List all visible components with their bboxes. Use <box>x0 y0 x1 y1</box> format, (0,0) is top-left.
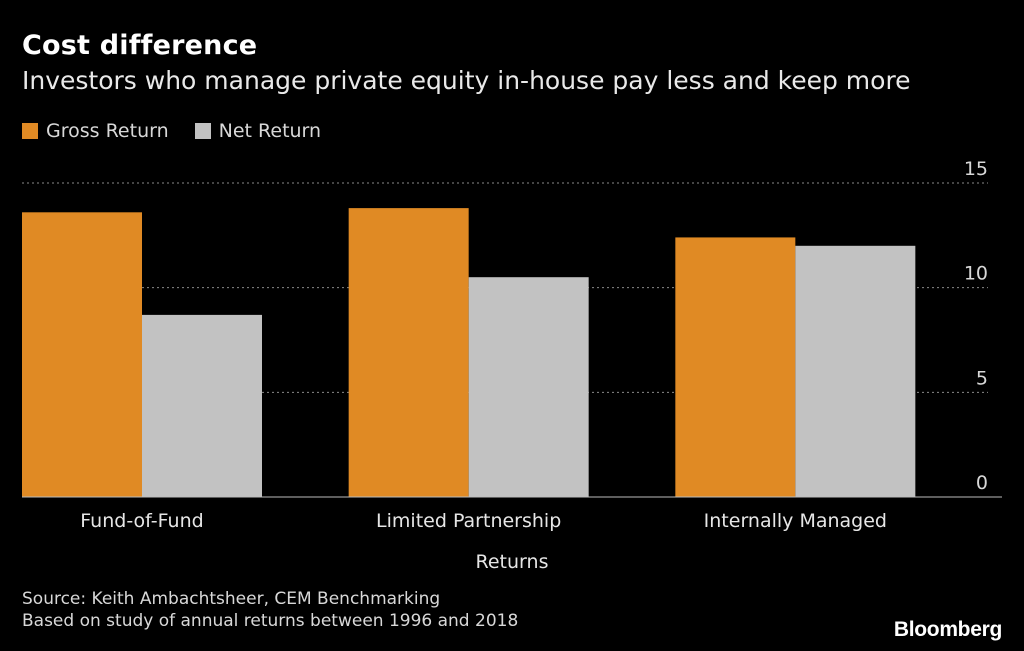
legend-swatch-net <box>194 123 211 139</box>
x-category-label-2: Limited Partnership <box>376 510 561 532</box>
legend-label-net: Net Return <box>218 120 322 142</box>
chart-title: Cost difference <box>22 30 258 61</box>
bar-gross-return-2 <box>348 208 469 497</box>
y-tick-label-15: 15 <box>964 158 988 180</box>
y-tick-label-10: 10 <box>964 263 988 285</box>
source-text: Source: Keith Ambachtsheer, CEM Benchmar… <box>22 589 441 609</box>
chart-subtitle: Investors who manage private equity in-h… <box>22 66 911 95</box>
legend-item-net: Net Return <box>194 120 322 142</box>
bar-gross-return-3 <box>675 237 796 497</box>
x-category-label-3: Internally Managed <box>704 510 887 532</box>
y-tick-label-5: 5 <box>976 367 988 389</box>
legend: Gross Return Net Return <box>22 120 347 142</box>
legend-label-gross: Gross Return <box>46 120 169 142</box>
x-axis-label: Returns <box>476 551 549 573</box>
bar-net-return-3 <box>795 245 916 497</box>
study-note: Based on study of annual returns between… <box>22 611 519 631</box>
source-note: Source: Keith Ambachtsheer, CEM Benchmar… <box>22 588 518 632</box>
y-tick-label-0: 0 <box>976 472 988 494</box>
bar-net-return-1 <box>142 314 262 497</box>
bar-net-return-2 <box>468 277 589 497</box>
bloomberg-logo: Bloomberg <box>893 618 1002 641</box>
x-category-label-1: Fund-of-Fund <box>80 510 203 532</box>
bar-gross-return-1 <box>22 212 142 497</box>
legend-swatch-gross <box>22 123 38 139</box>
legend-item-gross: Gross Return <box>22 120 169 142</box>
